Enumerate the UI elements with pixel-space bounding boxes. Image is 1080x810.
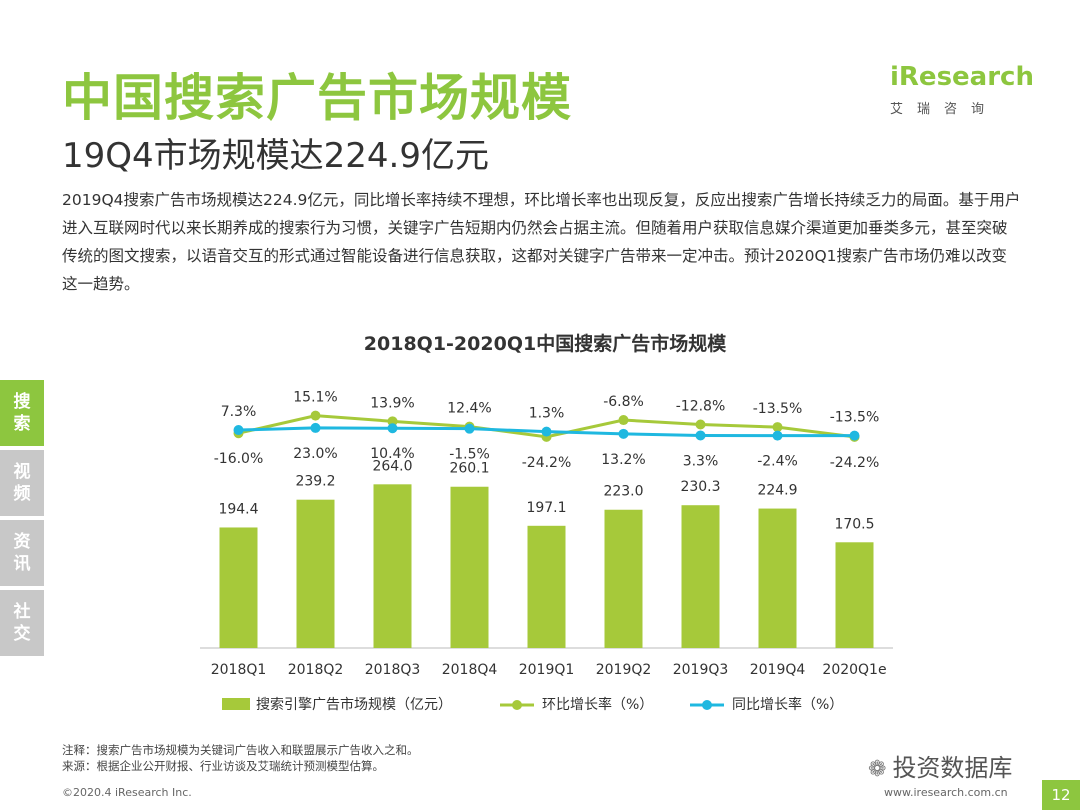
yoy-value-label: 15.1% [293,390,337,406]
mom-growth-line-point [772,422,783,433]
bar-value-label: 224.9 [757,483,797,499]
mom-value-label: -2.4% [757,454,798,470]
mom-value-label: -16.0% [214,451,264,467]
mom-value-label: -24.2% [830,455,880,471]
mom-growth-line-point [695,419,706,430]
source-text: 来源：根据企业公开财报、行业访谈及艾瑞统计预测模型估算。 [62,759,384,773]
bar [296,499,335,648]
page-title: 中国搜索广告市场规模 [62,69,572,127]
yoy-value-label: -12.8% [676,399,726,415]
bar-value-label: 230.3 [680,479,720,495]
bar [835,542,874,648]
mom-value-label: -24.2% [522,455,572,471]
yoy-value-label: 12.4% [447,401,491,417]
mom-value-label: 10.4% [370,446,414,462]
yoy-value-label: -13.5% [830,410,880,426]
mom-growth-line-point [387,416,398,427]
side-nav-item-social[interactable]: 社交 [0,590,44,656]
bar [604,509,643,648]
footer-website[interactable]: www.iresearch.com.cn [884,786,1008,799]
page-subtitle: 19Q4市场规模达224.9亿元 [62,136,489,176]
mom-value-label: 3.3% [683,453,719,469]
legend-bar-swatch [222,698,250,710]
side-nav-label: 资讯 [13,532,31,574]
yoy-growth-line-point [772,430,783,441]
x-tick-label: 2019Q4 [750,662,806,678]
yoy-value-label: 13.9% [370,395,414,411]
x-tick-label: 2018Q4 [442,662,498,678]
bar [681,505,720,648]
note-text: 注释：搜索广告市场规模为关键词广告收入和联盟展示广告收入之和。 [62,743,419,757]
legend-label: 同比增长率（%） [732,696,843,713]
footer-copyright: ©2020.4 iResearch Inc. [62,786,192,799]
page-number: 12 [1042,780,1080,810]
bar [450,486,489,648]
body-paragraph: 2019Q4搜索广告市场规模达224.9亿元，同比增长率持续不理想，环比增长率也… [62,191,1021,293]
x-tick-label: 2018Q1 [211,662,267,678]
yoy-growth-line-point [310,422,321,433]
bar-value-label: 170.5 [834,516,874,532]
chart-title: 2018Q1-2020Q1中国搜索广告市场规模 [364,332,727,355]
side-nav-label: 搜索 [13,392,31,434]
legend-yoy-swatch-dot [702,700,712,710]
mom-value-label: -1.5% [449,447,490,463]
x-tick-label: 2019Q3 [673,662,729,678]
yoy-growth-line-point [387,423,398,434]
bar [527,525,566,648]
yoy-growth-line-point [849,430,860,441]
yoy-value-label: -13.5% [753,401,803,417]
legend-label: 搜索引擎广告市场规模（亿元） [256,696,452,713]
bar-value-label: 264.0 [372,458,412,474]
bar [758,508,797,648]
yoy-value-label: 1.3% [529,406,565,422]
bar-value-label: 260.1 [449,461,489,477]
mom-growth-line-point [618,415,629,426]
legend-label: 环比增长率（%） [542,696,653,713]
wechat-icon: ❁ [868,757,887,782]
bar-value-label: 239.2 [295,474,335,490]
yoy-value-label: -6.8% [603,394,644,410]
x-tick-label: 2019Q1 [519,662,575,678]
bar-value-label: 197.1 [526,500,566,516]
chart-notes: 注释：搜索广告市场规模为关键词广告收入和联盟展示广告收入之和。 来源：根据企业公… [62,742,419,774]
side-nav: 搜索 视频 资讯 社交 [0,380,44,660]
logo-sub: 艾瑞咨询 [890,102,999,117]
iresearch-logo: iResearch 艾瑞咨询 [890,62,1034,117]
yoy-growth-line-point [541,426,552,437]
side-nav-label: 社交 [13,602,31,644]
logo-text: iResearch [890,62,1034,92]
yoy-value-label: 7.3% [221,404,257,420]
side-nav-item-video[interactable]: 视频 [0,450,44,516]
bar-value-label: 194.4 [218,501,258,517]
x-tick-label: 2018Q2 [288,662,344,678]
mom-value-label: 23.0% [293,446,337,462]
side-nav-label: 视频 [13,462,31,504]
mom-value-label: 13.2% [601,452,645,468]
watermark-text: 投资数据库 [892,754,1013,782]
side-nav-item-search[interactable]: 搜索 [0,380,44,446]
mom-growth-line-point [310,410,321,421]
yoy-growth-line-point [233,425,244,436]
yoy-growth-line-point [618,428,629,439]
legend-mom-swatch-dot [512,700,522,710]
side-nav-item-news[interactable]: 资讯 [0,520,44,586]
bar-value-label: 223.0 [603,484,643,500]
x-tick-label: 2019Q2 [596,662,652,678]
yoy-growth-line-point [695,430,706,441]
x-tick-label: 2020Q1e [822,662,886,678]
x-tick-label: 2018Q3 [365,662,421,678]
watermark: ❁ 投资数据库 [868,748,1012,783]
yoy-growth-line-point [464,423,475,434]
bar [219,527,258,648]
bar [373,484,412,648]
